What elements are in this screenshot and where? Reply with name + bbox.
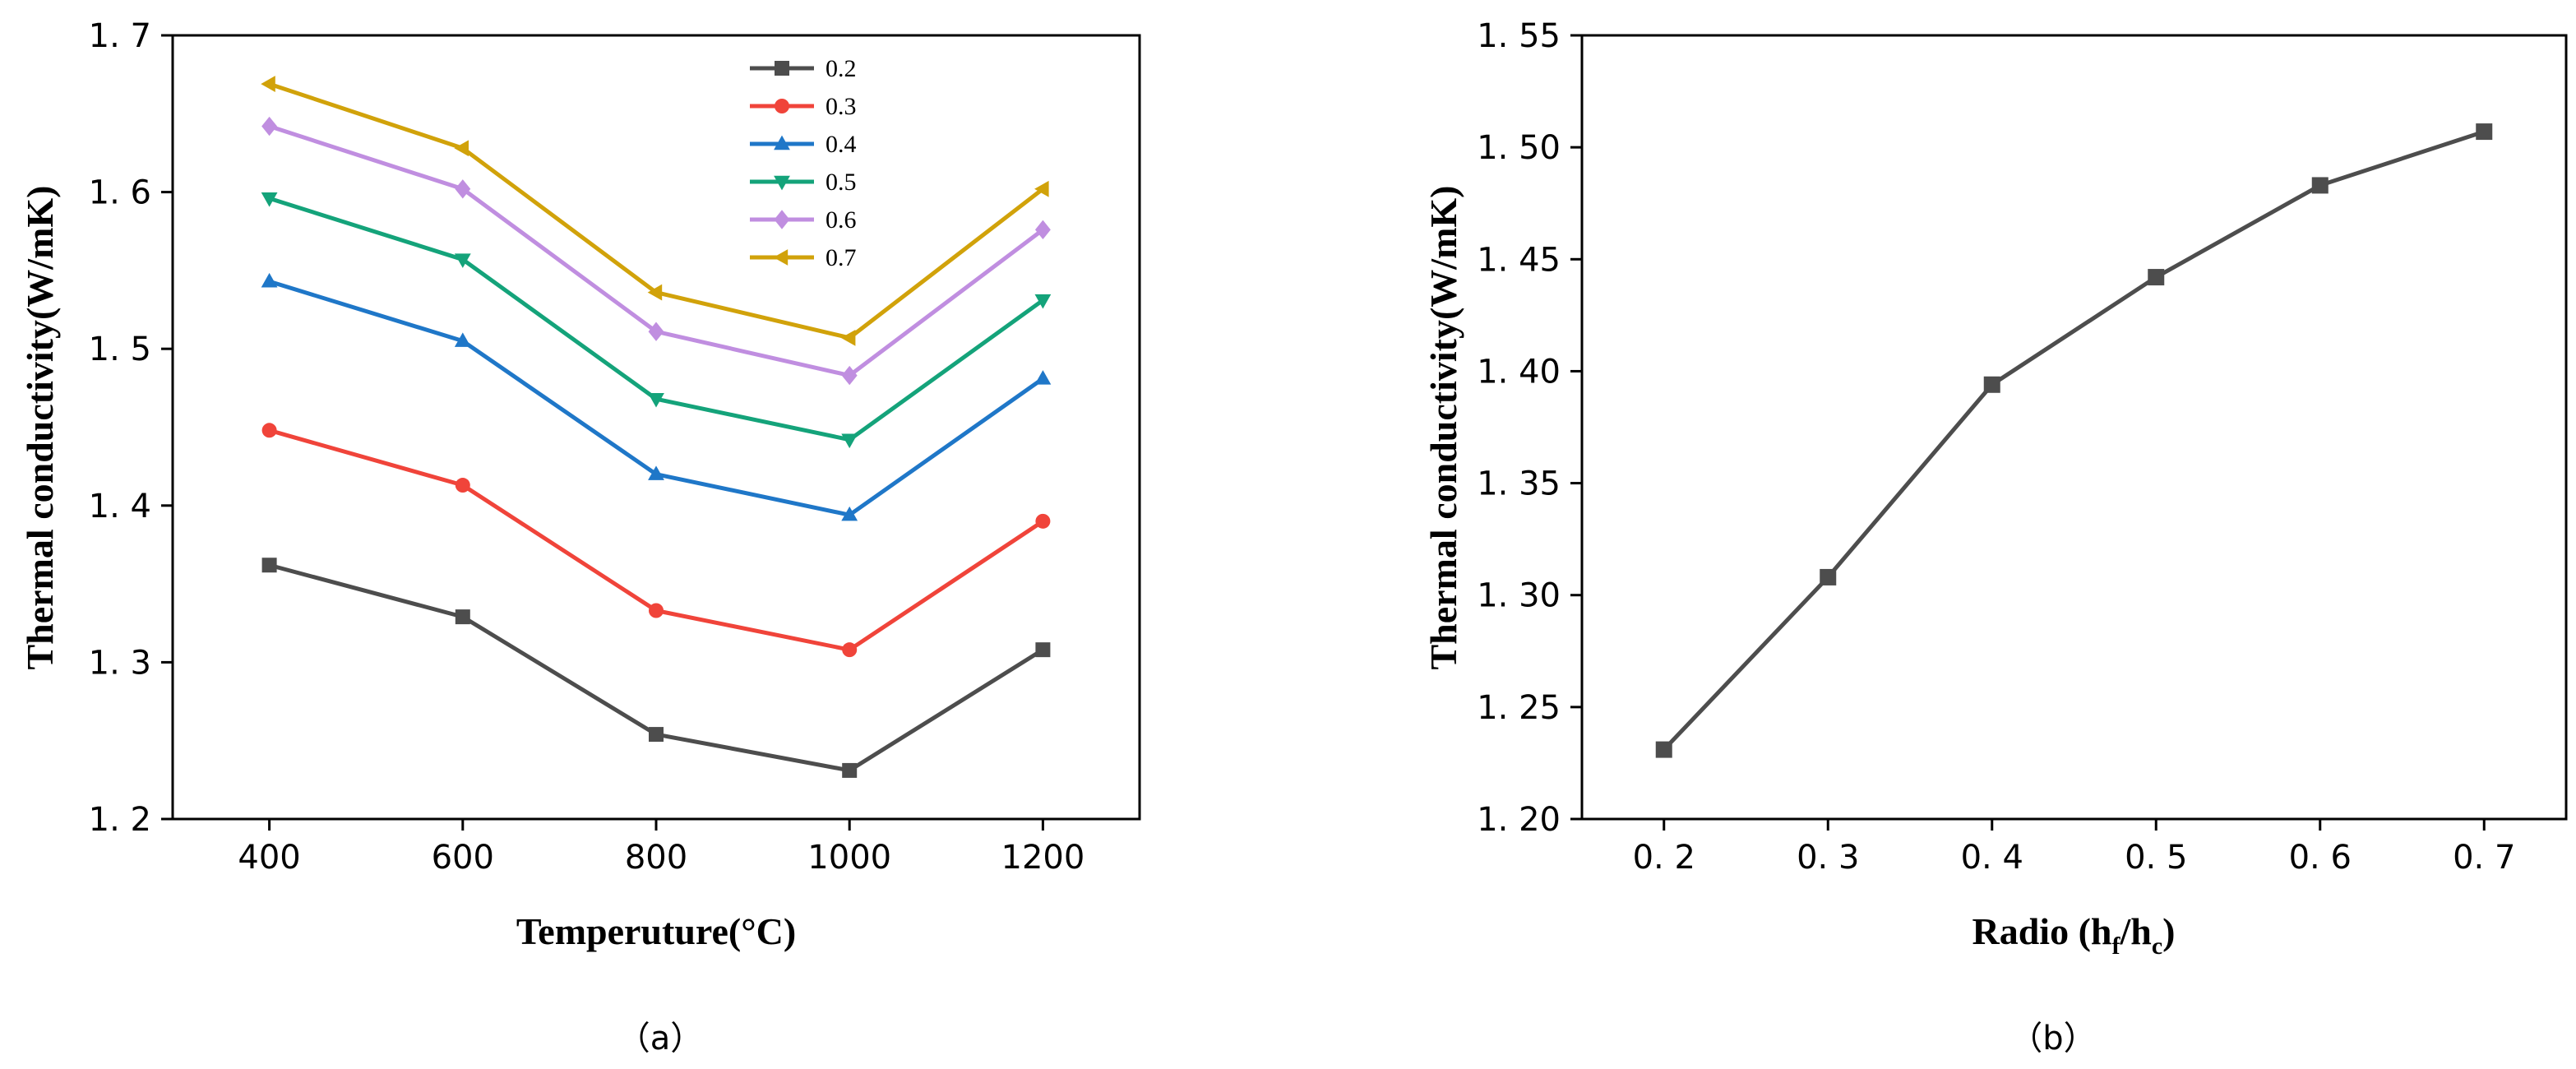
data-point-Thermal conductivity: [1820, 568, 1837, 585]
data-point-0.5: [841, 433, 858, 449]
y-tick-label: 1. 3: [89, 644, 151, 682]
data-point-Thermal conductivity: [1655, 741, 1672, 758]
data-point-0.3: [649, 603, 664, 618]
data-point-0.7: [840, 329, 856, 346]
y-tick-label: 1. 7: [89, 17, 151, 55]
data-point-0.4: [648, 465, 664, 480]
data-point-Thermal conductivity: [2311, 177, 2329, 194]
y-tick-label: 1. 25: [1477, 689, 1561, 727]
data-point-0.6: [841, 365, 858, 386]
data-point-0.7: [261, 76, 275, 92]
panel-a-label: （a）: [617, 1020, 704, 1057]
data-point-0.2: [1035, 642, 1051, 658]
data-point-Thermal conductivity: [2148, 269, 2165, 286]
y-tick-label: 1. 35: [1477, 465, 1561, 503]
legend-marker-0.5: [774, 175, 790, 191]
x-tick-label: 800: [625, 839, 687, 877]
legend-marker-0.4: [774, 135, 790, 150]
y-tick-label: 1. 55: [1477, 17, 1561, 55]
data-point-0.5: [1034, 294, 1052, 309]
data-point-Thermal conductivity: [1983, 376, 2000, 393]
data-point-0.3: [455, 478, 470, 493]
data-point-0.3: [842, 642, 858, 658]
data-point-0.5: [648, 392, 664, 408]
x-tick-label: 1000: [807, 839, 891, 877]
x-tick-label: 0. 4: [1961, 839, 2023, 877]
x-tick-label: 0. 2: [1633, 839, 1695, 877]
y-tick-label: 1. 45: [1477, 241, 1561, 279]
legend-marker-0.7: [773, 249, 789, 266]
data-point-0.6: [261, 116, 278, 137]
panel-b-series: [1655, 123, 2493, 758]
x-tick-label: 0. 5: [2125, 839, 2187, 877]
panel-b-label: （b）: [2009, 1020, 2096, 1057]
legend-label-0.3: 0.3: [826, 93, 857, 120]
panel-a-x-axis-title: Temperuture(°C): [516, 910, 796, 952]
legend-label-0.2: 0.2: [826, 55, 857, 82]
panel-b-ticks: 0. 2 0. 3 0. 4 0. 5 0. 6 0. 7 1. 20 1. 25 1. 30 1…: [1477, 17, 2515, 877]
y-tick-label: 1. 30: [1477, 577, 1561, 615]
y-tick-label: 1. 50: [1477, 129, 1561, 167]
data-point-0.2: [842, 762, 858, 778]
series-line-0.7: [268, 81, 1044, 340]
y-tick-label: 1. 4: [89, 488, 151, 525]
data-point-0.6: [1034, 220, 1051, 240]
legend-marker-0.3: [775, 99, 789, 113]
x-tick-label: 0. 6: [2289, 839, 2352, 877]
data-point-0.3: [1035, 513, 1051, 529]
data-point-0.5: [454, 253, 471, 268]
panel-b-x-axis-title: Radio (hf/hc): [1972, 910, 2175, 960]
legend-label-0.7: 0.7: [826, 244, 857, 271]
legend-label-0.4: 0.4: [826, 131, 857, 158]
legend-marker-0.6: [774, 210, 790, 229]
y-tick-label: 1. 20: [1477, 801, 1561, 839]
data-point-0.2: [261, 558, 277, 573]
y-tick-label: 1. 2: [89, 801, 151, 839]
data-point-0.6: [455, 179, 471, 199]
data-point-0.2: [455, 609, 470, 625]
data-point-0.4: [1034, 370, 1052, 385]
data-point-0.6: [648, 322, 664, 341]
panel-b-y-axis-title: Thermal conductivity(W/mK): [1422, 186, 1464, 670]
legend-label-0.5: 0.5: [826, 169, 857, 196]
panel-a-legend: 0.2 0.3 0.4 0.5 0.6 0.7: [750, 55, 857, 271]
panel-a-chart: 400 600 800 1000 1200 1. 2 1. 3 1. 4 1. 5 1. 6 1. …: [19, 17, 1141, 1057]
x-tick-label: 400: [238, 839, 300, 877]
x-tick-label: 1200: [1001, 839, 1085, 877]
data-point-0.7: [647, 284, 663, 301]
panel-a-plot-frame: [171, 34, 1141, 821]
panel-a-ticks: 400 600 800 1000 1200 1. 2 1. 3 1. 4 1. 5 1. 6 1. …: [89, 17, 1085, 877]
data-point-0.7: [1034, 180, 1049, 197]
data-point-Thermal conductivity: [2476, 123, 2493, 141]
data-point-0.5: [261, 192, 278, 207]
x-tick-label: 0. 7: [2453, 839, 2515, 877]
legend-marker-0.2: [775, 61, 789, 76]
panel-a-series: [261, 76, 1052, 778]
panel-b-plot-frame: [1580, 34, 2568, 821]
data-point-0.4: [841, 506, 858, 521]
x-tick-label: 0. 3: [1797, 839, 1859, 877]
data-point-0.3: [261, 423, 277, 438]
y-tick-label: 1. 40: [1477, 353, 1561, 391]
y-tick-label: 1. 5: [89, 331, 151, 368]
x-tick-label: 600: [432, 839, 494, 877]
y-tick-label: 1. 6: [89, 174, 151, 212]
data-point-0.2: [649, 727, 664, 743]
data-point-0.7: [454, 140, 469, 157]
panel-b-chart: 0. 2 0. 3 0. 4 0. 5 0. 6 0. 7 1. 20 1. 25 1. 30 1…: [1422, 17, 2568, 1057]
legend-label-0.6: 0.6: [826, 206, 857, 234]
data-point-0.4: [261, 272, 278, 288]
data-point-0.4: [454, 332, 471, 347]
panel-a-y-axis-title: Thermal conductivity(W/mK): [19, 186, 61, 670]
series-line-Thermal conductivity: [1662, 129, 2486, 752]
